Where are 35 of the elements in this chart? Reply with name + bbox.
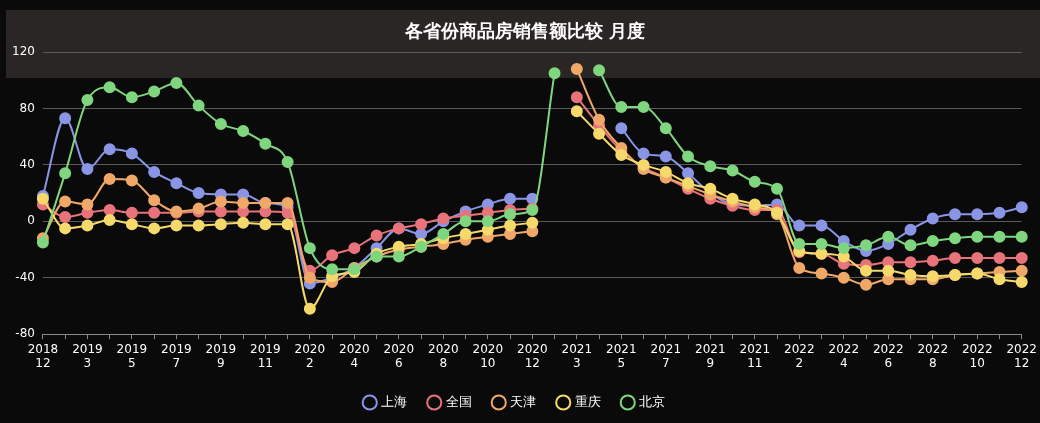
x-tick-label: 2020 4 xyxy=(339,341,370,370)
x-tick-label: 2022 2 xyxy=(784,341,815,370)
x-tick-label: 2019 7 xyxy=(161,341,192,370)
y-tick-label: 0 xyxy=(27,213,35,228)
x-tick-label: 2020 12 xyxy=(517,341,548,370)
x-tick-label: 2020 6 xyxy=(383,341,415,370)
x-tick-label: 2022 4 xyxy=(828,341,860,370)
y-tick-label: 80 xyxy=(19,100,35,115)
x-tick-label: 2020 8 xyxy=(428,341,459,370)
y-tick-label: -80 xyxy=(15,326,35,341)
x-tick-label: 2021 11 xyxy=(739,341,771,370)
legend-label: 上海 xyxy=(381,393,408,409)
legend-label: 天津 xyxy=(510,393,537,409)
x-tick-label: 2020 2 xyxy=(294,341,326,370)
y-tick-label: -40 xyxy=(15,269,35,284)
legend-label: 重庆 xyxy=(574,393,601,409)
x-tick-label: 2022 10 xyxy=(961,341,993,370)
x-tick-label: 2020 10 xyxy=(472,341,504,370)
x-tick-label: 2021 7 xyxy=(650,341,682,370)
x-tick-label: 2022 8 xyxy=(917,341,949,370)
x-tick-label: 2021 5 xyxy=(606,341,637,370)
chart-title: 各省份商品房销售额比较 月度 xyxy=(403,19,646,41)
y-tick-label: 120 xyxy=(12,44,35,59)
x-tick-label: 2019 11 xyxy=(250,341,281,370)
x-tick-label: 2019 3 xyxy=(72,341,103,370)
x-tick-label: 2019 9 xyxy=(205,341,237,370)
x-tick-label: 2018 12 xyxy=(27,341,59,370)
legend-label: 全国 xyxy=(445,393,472,409)
x-tick-label: 2022 12 xyxy=(1006,341,1037,370)
y-tick-label: 40 xyxy=(19,157,35,172)
legend-label: 北京 xyxy=(639,393,666,409)
x-tick-label: 2019 5 xyxy=(116,341,148,370)
x-tick-label: 2021 9 xyxy=(695,341,726,370)
x-tick-label: 2021 3 xyxy=(561,341,593,370)
x-tick-label: 2022 6 xyxy=(872,341,904,370)
